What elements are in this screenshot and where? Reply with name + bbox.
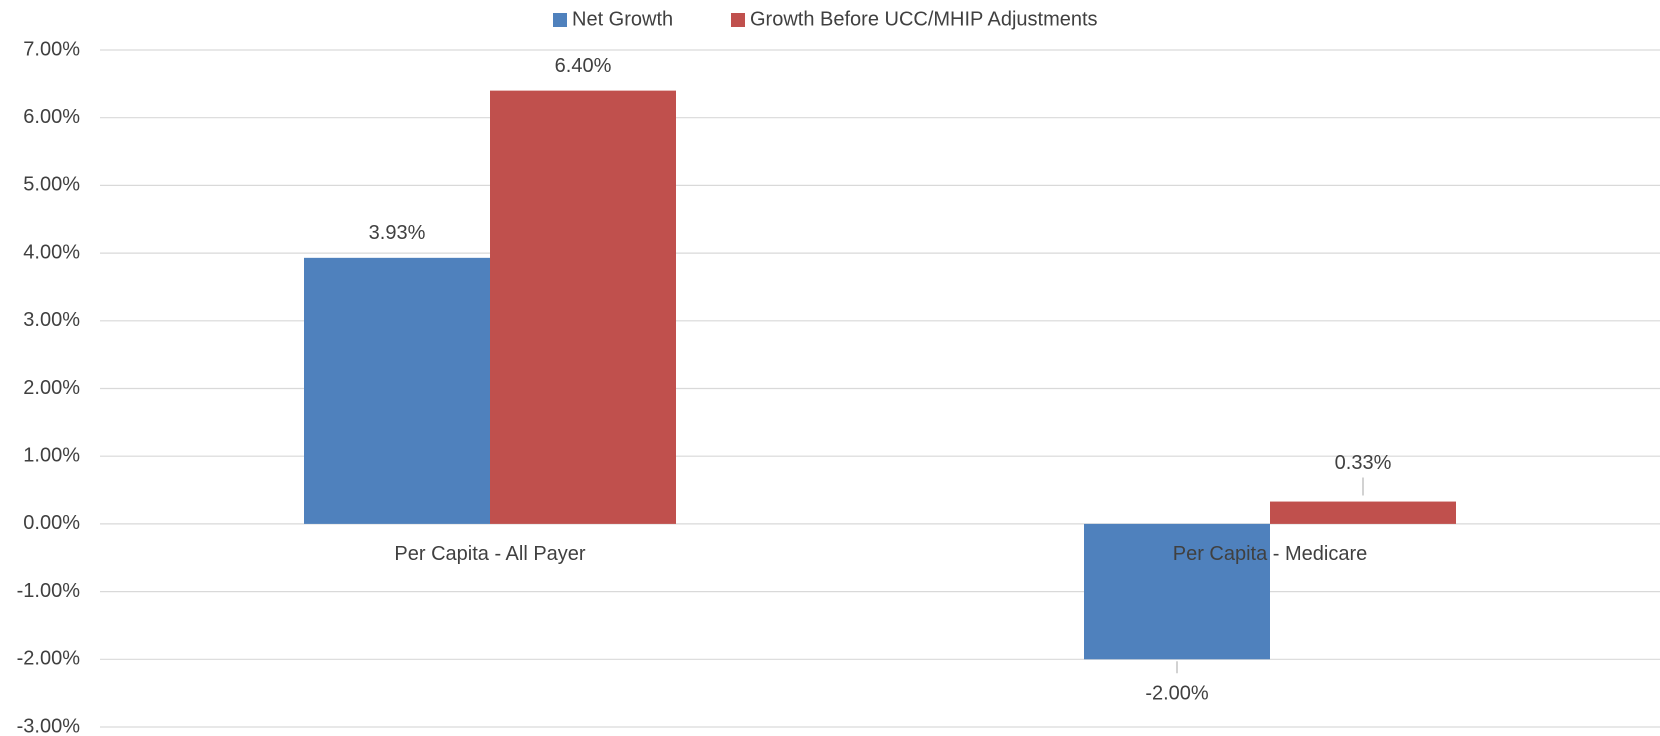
legend-swatch <box>731 13 745 27</box>
y-tick-label: 7.00% <box>23 38 80 60</box>
y-tick-label: 5.00% <box>23 174 80 196</box>
data-label: 6.40% <box>555 55 612 77</box>
legend-label: Net Growth <box>572 8 673 30</box>
y-tick-label: 3.00% <box>23 309 80 331</box>
data-label: 3.93% <box>369 222 426 244</box>
y-tick-label: 4.00% <box>23 241 80 263</box>
x-tick-label: Per Capita - Medicare <box>1173 543 1368 565</box>
y-tick-label: -3.00% <box>17 715 81 736</box>
bar <box>1270 501 1456 524</box>
data-label: 0.33% <box>1335 452 1392 474</box>
y-tick-label: -1.00% <box>17 580 81 602</box>
y-tick-label: -2.00% <box>17 648 81 670</box>
y-tick-label: 6.00% <box>23 106 80 128</box>
y-tick-label: 0.00% <box>23 512 80 534</box>
bar <box>304 257 490 524</box>
data-label: -2.00% <box>1145 683 1209 705</box>
bar <box>490 90 676 524</box>
y-tick-label: 2.00% <box>23 377 80 399</box>
legend-label: Growth Before UCC/MHIP Adjustments <box>750 8 1098 30</box>
legend-swatch <box>553 13 567 27</box>
bar <box>1084 523 1270 660</box>
y-tick-label: 1.00% <box>23 444 80 466</box>
x-tick-label: Per Capita - All Payer <box>394 543 586 565</box>
